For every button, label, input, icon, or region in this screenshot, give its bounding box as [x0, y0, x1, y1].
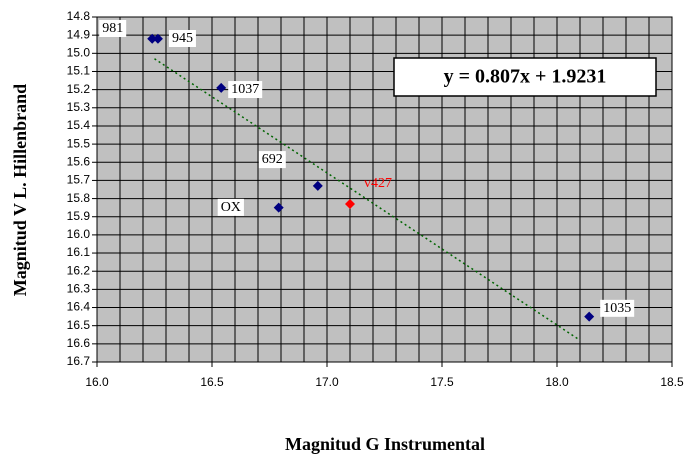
- x-tick-label: 18.5: [660, 375, 684, 389]
- point-label: 981: [102, 21, 123, 36]
- trendline: [154, 58, 581, 341]
- point-label: 692: [262, 152, 283, 167]
- y-tick-label: 15.6: [67, 154, 91, 168]
- y-tick-label: 15.8: [67, 191, 91, 205]
- y-tick-label: 16.5: [67, 318, 91, 332]
- point-label-box: [600, 299, 635, 317]
- point: [584, 311, 595, 322]
- equation-box: [393, 57, 657, 97]
- x-tick-label: 16.0: [85, 375, 109, 389]
- y-tick-label: 15.5: [67, 136, 91, 150]
- equation: y = 0.807x + 1.9231: [444, 66, 607, 88]
- x-axis-title: Magnitud G Instrumental: [285, 434, 485, 454]
- y-tick-label: 16.0: [67, 227, 91, 241]
- y-tick-label: 15.7: [67, 173, 91, 187]
- y-tick-label: 15.1: [67, 64, 91, 78]
- y-tick-label: 16.6: [67, 336, 91, 350]
- y-tick-label: 15.2: [67, 82, 91, 96]
- point: [312, 180, 323, 191]
- y-tick-label: 16.3: [67, 282, 91, 296]
- point-label-group: v427: [364, 176, 392, 191]
- point-label-group: 945: [168, 30, 196, 48]
- y-tick-label: 14.8: [67, 9, 91, 23]
- y-tick-label: 14.9: [67, 27, 91, 41]
- y-tick-label: 15.0: [67, 45, 91, 59]
- point-label: v427: [364, 176, 392, 191]
- y-tick-label: 15.3: [67, 100, 91, 114]
- point: [152, 33, 163, 44]
- y-axis-title: Magnitud V L. Hillenbrand: [10, 84, 30, 296]
- point-label-group: 1037: [228, 81, 263, 99]
- point-label: 1037: [231, 82, 259, 97]
- point-label-group: 1035: [600, 299, 635, 317]
- y-tick-label: 15.4: [67, 118, 91, 132]
- point-label: 1035: [603, 301, 631, 316]
- y-tick-label: 16.7: [67, 354, 91, 368]
- point-label-group: OX: [217, 198, 244, 216]
- x-tick-label: 17.0: [315, 375, 339, 389]
- point-label-group: 692: [258, 151, 286, 169]
- y-tick-label: 16.2: [67, 263, 91, 277]
- point-label-box: [258, 151, 286, 169]
- plot-area: y = 0.807x + 1.9231 981 945 1037 692 OX v427 10…: [92, 16, 673, 367]
- point-label-box: [228, 81, 263, 99]
- point-label: 945: [172, 31, 193, 46]
- point-label-box: [168, 30, 196, 48]
- point: [345, 199, 355, 210]
- point-label-box: [99, 20, 127, 38]
- y-tick-label: 16.4: [67, 300, 91, 314]
- point: [147, 33, 158, 44]
- point-label-box: [217, 198, 244, 216]
- point: [216, 82, 227, 93]
- point-label: OX: [221, 200, 241, 215]
- x-tick-label: 17.5: [430, 375, 454, 389]
- point: [273, 202, 284, 213]
- x-tick-label: 18.0: [545, 375, 569, 389]
- point-label-group: 981: [99, 20, 127, 38]
- y-tick-label: 15.9: [67, 209, 91, 223]
- x-tick-label: 16.5: [200, 375, 224, 389]
- y-tick-label: 16.1: [67, 245, 91, 259]
